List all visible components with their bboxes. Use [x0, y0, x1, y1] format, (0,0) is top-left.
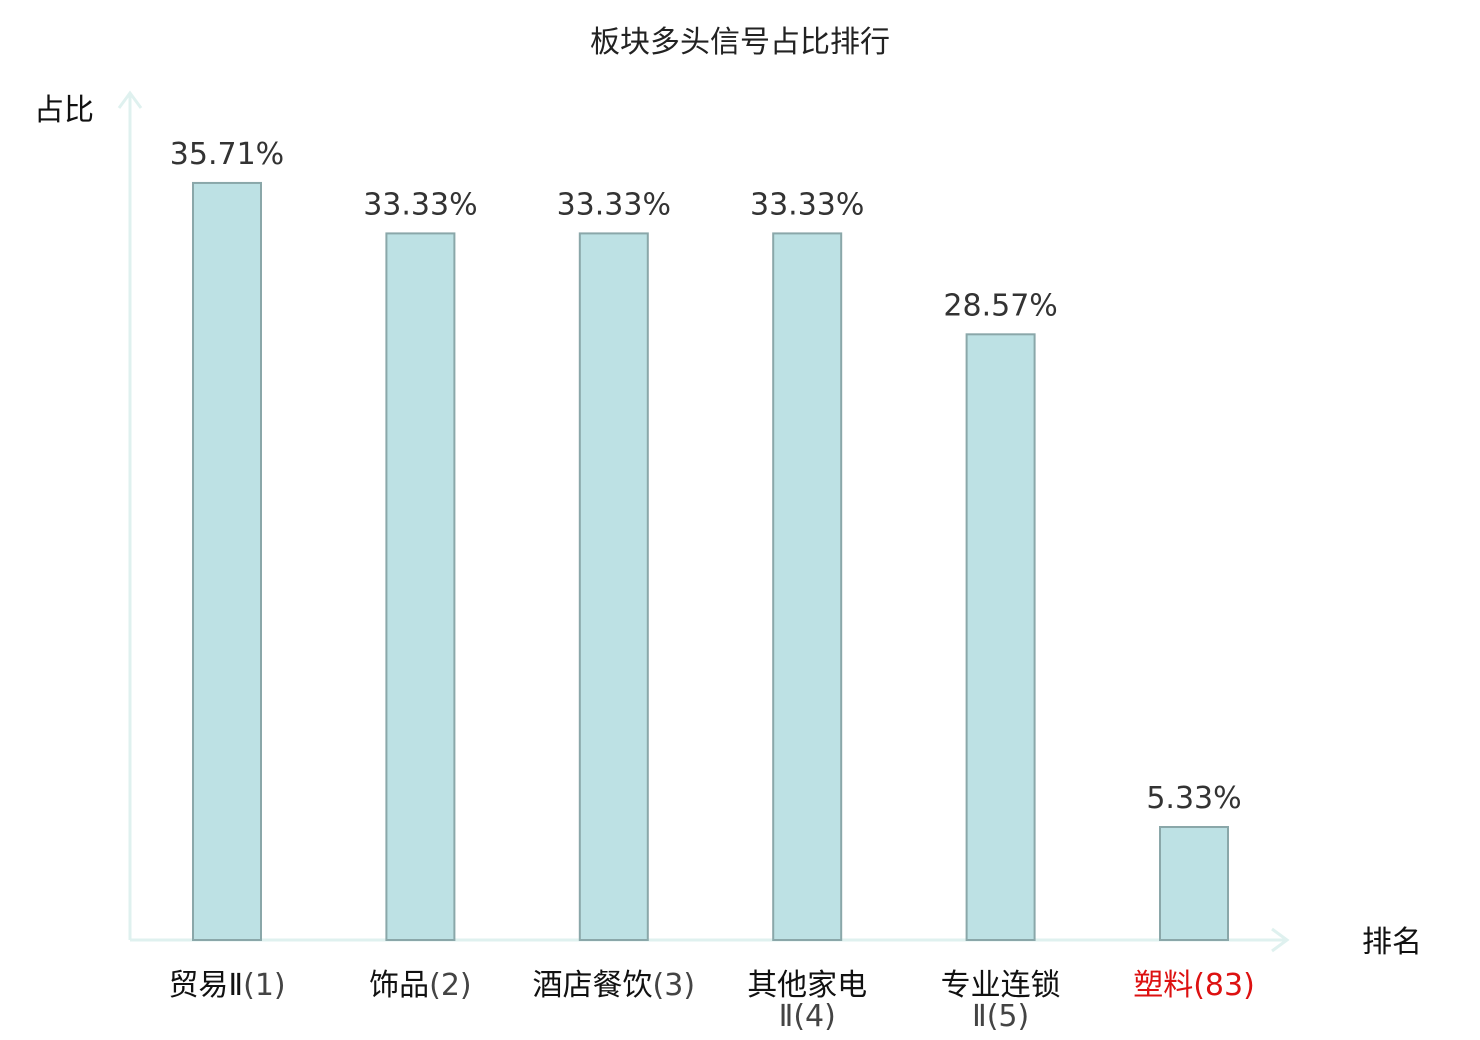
category-label-1: 贸易Ⅱ(1) — [168, 968, 285, 1003]
bars-group — [192, 181, 1229, 942]
value-label-4: 33.33% — [750, 187, 864, 222]
bar-6 — [1159, 826, 1229, 942]
bar-1 — [192, 181, 262, 941]
chart-title: 板块多头信号占比排行 — [590, 25, 890, 60]
value-label-1: 35.71% — [170, 137, 284, 172]
bar-4 — [772, 232, 843, 942]
value-labels-group: 35.71% 33.33% 33.33% 33.33% 28.57% 5.33% — [170, 137, 1242, 816]
bar-2 — [385, 232, 456, 942]
category-label-5: 专业连锁 Ⅱ(5) — [941, 968, 1061, 1034]
y-axis-label: 占比 — [34, 93, 94, 128]
category-label-6: 塑料(83) — [1133, 968, 1255, 1003]
value-label-2: 33.33% — [363, 187, 477, 222]
y-axis — [117, 90, 143, 940]
x-axis-label: 排名 — [1362, 925, 1422, 960]
value-label-6: 5.33% — [1146, 781, 1241, 816]
category-label-2: 饰品(2) — [369, 968, 472, 1003]
category-label-4: 其他家电 Ⅱ(4) — [747, 968, 867, 1034]
bar-5 — [965, 333, 1036, 942]
category-label-3: 酒店餐饮(3) — [533, 968, 696, 1003]
category-labels-group: 贸易Ⅱ(1) 饰品(2) 酒店餐饮(3) 其他家电 Ⅱ(4) 专业连锁 Ⅱ(5) 塑料(83) — [168, 968, 1254, 1034]
bar-3 — [578, 232, 649, 942]
value-label-5: 28.57% — [943, 288, 1057, 323]
value-label-3: 33.33% — [557, 187, 671, 222]
x-axis — [130, 927, 1290, 953]
